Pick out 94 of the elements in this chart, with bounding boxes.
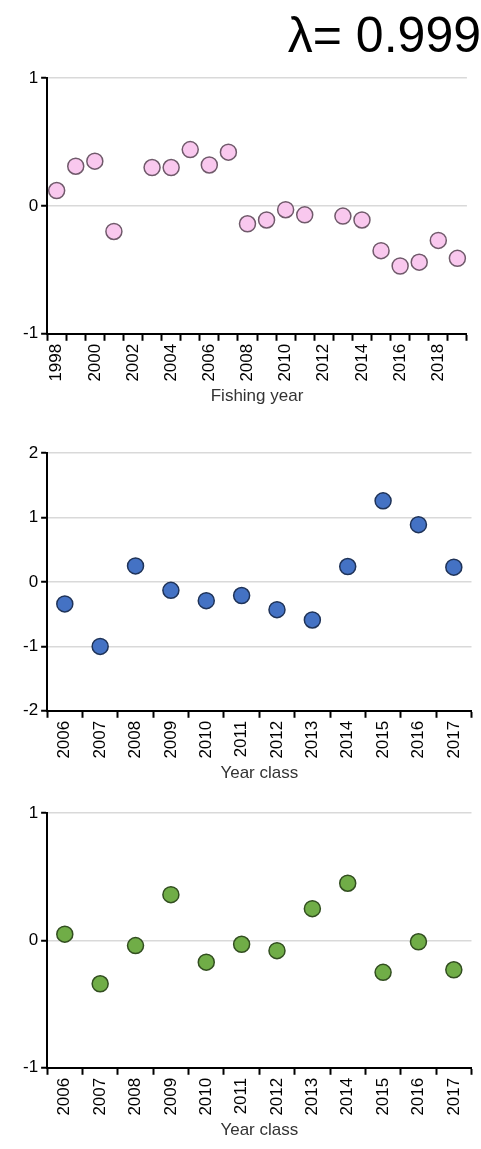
point (91, 975, 109, 993)
point (66, 157, 85, 175)
x-tick-label: 2008 (237, 343, 257, 382)
y-tick-label: -1 (22, 1057, 39, 1077)
point (429, 231, 448, 250)
x-axis-title: Fishing year (210, 386, 304, 406)
x-tick-label: 2016 (408, 1077, 428, 1116)
x-tick-label: 2002 (122, 343, 142, 382)
y-tick-label: -1 (22, 636, 39, 656)
point (219, 143, 238, 161)
x-axis-title: Year class (220, 1120, 299, 1140)
x-tick-label: 2009 (160, 1077, 180, 1116)
point (91, 637, 109, 656)
x-tick-label: 2007 (89, 720, 109, 759)
x-tick-label: 2006 (199, 343, 218, 382)
y-tick-label: 1 (28, 67, 39, 87)
x-tick-label: 2006 (54, 1077, 74, 1116)
x-tick-label: 2011 (231, 720, 251, 758)
x-tick-label: 2013 (302, 720, 322, 759)
x-tick-label: 2007 (89, 1077, 109, 1116)
x-tick-label: 2011 (231, 1077, 251, 1115)
point (47, 181, 66, 200)
point (200, 156, 219, 174)
point (448, 249, 467, 268)
point (374, 963, 392, 982)
x-tick-label: 2014 (351, 343, 371, 382)
x-tick-label: 2010 (195, 720, 215, 759)
point (162, 581, 180, 600)
point (105, 222, 123, 241)
point (353, 211, 371, 229)
point (257, 211, 276, 229)
point (181, 140, 199, 159)
point (374, 492, 392, 510)
chart-title: λ= 0.999 (287, 6, 481, 63)
point (276, 200, 295, 219)
point (126, 557, 145, 575)
point (126, 936, 145, 955)
point (238, 215, 257, 233)
y-tick-label: 2 (28, 442, 39, 462)
point (334, 207, 352, 225)
point (162, 885, 180, 904)
x-tick-label: 2010 (275, 343, 295, 382)
point (303, 611, 322, 629)
point (143, 158, 161, 177)
y-tick-label: 1 (28, 507, 39, 527)
x-tick-label: 2017 (443, 720, 463, 759)
x-tick-label: 2000 (84, 343, 104, 382)
y-tick-label: 0 (28, 571, 39, 591)
x-tick-label: 2013 (302, 1077, 322, 1116)
point (56, 925, 74, 943)
x-tick-label: 2012 (266, 1077, 286, 1116)
point (56, 595, 74, 613)
x-tick-label: 2009 (160, 720, 180, 759)
y-tick-label: 0 (28, 930, 39, 950)
y-tick-label: 1 (28, 802, 39, 822)
point (303, 899, 322, 918)
point (338, 557, 357, 576)
x-tick-label: 2010 (195, 1077, 215, 1116)
point (409, 933, 428, 951)
point (162, 158, 180, 177)
x-tick-label: 2008 (125, 720, 145, 759)
point (197, 953, 216, 971)
point (268, 941, 286, 960)
point (268, 600, 286, 619)
point (445, 558, 463, 576)
x-axis-title: Year class (220, 763, 299, 783)
point (372, 241, 390, 260)
point (232, 935, 251, 954)
point (409, 515, 428, 534)
x-tick-label: 2015 (372, 1077, 392, 1116)
y-tick-label: -1 (22, 323, 39, 343)
x-tick-label: 2018 (427, 343, 447, 382)
x-tick-label: 1998 (46, 343, 66, 382)
point (86, 152, 104, 170)
point (410, 253, 428, 271)
point (232, 586, 251, 605)
point (295, 206, 314, 224)
x-tick-label: 2012 (266, 720, 286, 759)
point (391, 257, 409, 275)
x-tick-label: 2008 (125, 1077, 145, 1116)
x-tick-label: 2017 (443, 1077, 463, 1116)
x-tick-label: 2006 (54, 720, 74, 759)
x-tick-label: 2016 (408, 720, 428, 759)
x-tick-label: 2012 (313, 343, 333, 382)
x-tick-label: 2014 (337, 1077, 357, 1116)
x-tick-label: 2015 (372, 720, 392, 759)
point (197, 591, 216, 610)
y-tick-label: 0 (28, 195, 39, 215)
x-tick-label: 2014 (337, 720, 357, 759)
x-tick-label: 2016 (389, 343, 409, 382)
x-tick-label: 2004 (160, 343, 180, 382)
point (338, 874, 357, 892)
y-tick-label: -2 (22, 700, 39, 720)
point (445, 961, 463, 979)
